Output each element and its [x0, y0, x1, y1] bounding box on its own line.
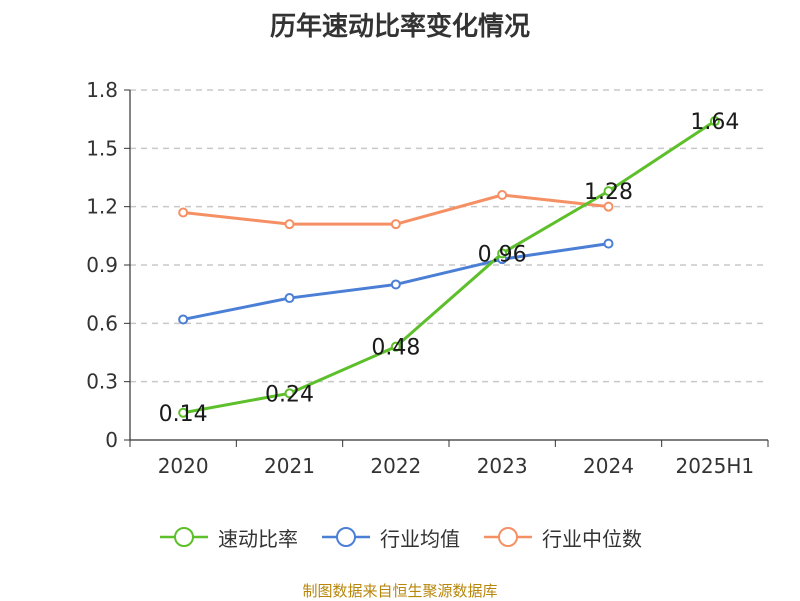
- legend-label-quick-ratio: 速动比率: [218, 526, 298, 551]
- data-point-industry-mean: [390, 279, 401, 290]
- x-tick-label: 2023: [477, 454, 528, 478]
- y-tick-label: 0: [105, 428, 118, 452]
- data-point-quick-ratio: [497, 248, 508, 259]
- legend-label-industry-mean: 行业均值: [380, 526, 460, 551]
- data-label-quick-ratio: 0.48: [371, 336, 420, 361]
- data-point-industry-median: [284, 219, 295, 230]
- chart-title: 历年速动比率变化情况: [269, 12, 530, 42]
- y-tick-label: 0.6: [86, 311, 118, 335]
- series-line-quick-ratio: [182, 119, 716, 415]
- data-label-quick-ratio: 1.64: [690, 110, 739, 135]
- x-tick-label: 2024: [583, 454, 634, 478]
- data-point-industry-mean: [284, 293, 295, 304]
- y-tick-label: 0.9: [86, 253, 118, 277]
- y-tick-label: 1.2: [86, 195, 118, 219]
- x-tick-label: 2021: [264, 454, 315, 478]
- x-tick-label: 2020: [158, 454, 209, 478]
- legend-item-industry-mean[interactable]: 行业均值: [320, 523, 460, 552]
- legend-label-industry-median: 行业中位数: [542, 526, 642, 551]
- legend-marker-quick-ratio: [160, 527, 208, 547]
- data-point-industry-mean: [178, 314, 189, 325]
- data-label-quick-ratio: 0.24: [265, 382, 314, 407]
- data-point-quick-ratio: [390, 341, 401, 352]
- data-point-quick-ratio: [284, 388, 295, 399]
- data-point-industry-median: [603, 201, 614, 212]
- data-point-industry-mean: [603, 238, 614, 249]
- legend-marker-industry-mean: [322, 527, 370, 547]
- source-note: 制图数据来自恒生聚源数据库: [302, 582, 498, 600]
- y-tick-label: 1.8: [86, 78, 118, 102]
- data-point-quick-ratio: [178, 407, 189, 418]
- data-point-industry-median: [497, 190, 508, 200]
- y-tick-label: 0.3: [86, 370, 118, 394]
- x-tick-label: 2025H1: [675, 454, 754, 478]
- data-label-quick-ratio: 1.28: [584, 180, 633, 205]
- data-point-quick-ratio: [603, 186, 614, 197]
- chart-legend: 速动比率 行业均值 行业中位数: [0, 522, 800, 552]
- data-point-industry-median: [390, 219, 401, 230]
- legend-item-quick-ratio[interactable]: 速动比率: [158, 523, 298, 552]
- y-tick-label: 1.5: [86, 136, 118, 160]
- data-label-quick-ratio: 0.14: [159, 402, 208, 427]
- data-label-quick-ratio: 0.96: [478, 242, 527, 267]
- legend-item-industry-median[interactable]: 行业中位数: [482, 523, 642, 552]
- data-point-industry-median: [178, 207, 189, 218]
- data-point-quick-ratio: [709, 116, 720, 127]
- legend-marker-industry-median: [484, 527, 532, 547]
- x-tick-label: 2022: [370, 454, 421, 478]
